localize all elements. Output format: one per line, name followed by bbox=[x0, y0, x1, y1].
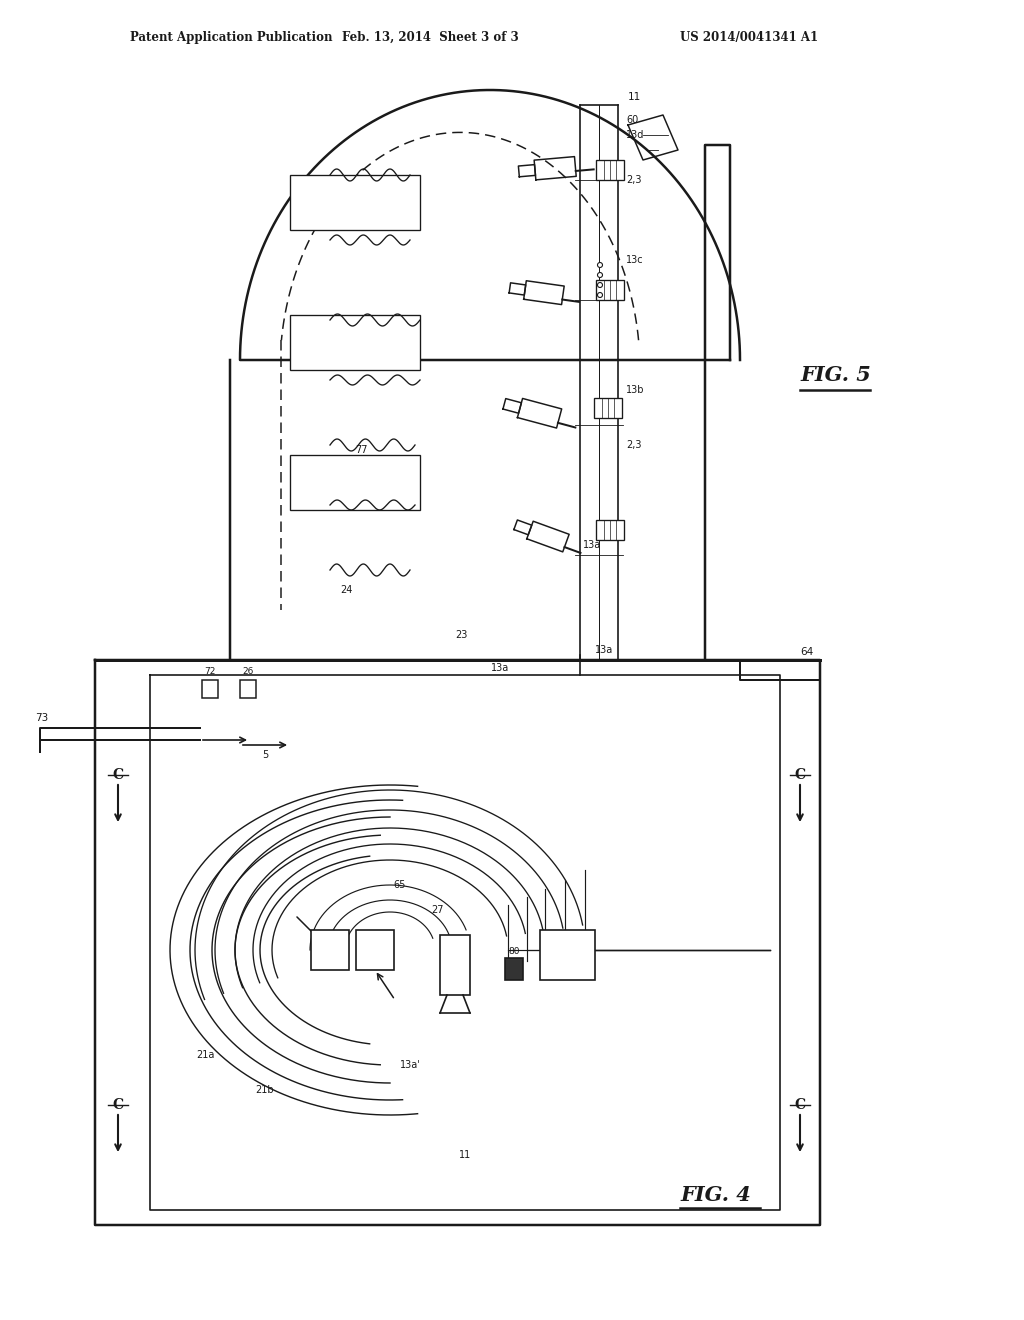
Text: 24: 24 bbox=[369, 945, 382, 954]
Text: 27: 27 bbox=[432, 906, 444, 915]
Text: 5: 5 bbox=[262, 750, 268, 760]
Text: 21b: 21b bbox=[256, 1085, 274, 1096]
Text: Patent Application Publication: Patent Application Publication bbox=[130, 30, 333, 44]
Bar bbox=[505, 958, 523, 979]
Text: 76: 76 bbox=[360, 205, 373, 215]
Text: US 2014/0041341 A1: US 2014/0041341 A1 bbox=[680, 30, 818, 44]
Text: 23: 23 bbox=[455, 630, 467, 640]
Bar bbox=[596, 280, 624, 300]
Text: Feb. 13, 2014  Sheet 3 of 3: Feb. 13, 2014 Sheet 3 of 3 bbox=[342, 30, 518, 44]
Bar bbox=[596, 520, 624, 540]
Text: C: C bbox=[795, 1098, 806, 1111]
Bar bbox=[440, 935, 470, 995]
Bar bbox=[290, 455, 420, 510]
Text: 2,3: 2,3 bbox=[626, 176, 641, 185]
Text: 21a: 21a bbox=[196, 1049, 214, 1060]
Bar bbox=[202, 680, 218, 698]
Circle shape bbox=[597, 272, 602, 277]
Bar bbox=[290, 315, 420, 370]
Text: 80: 80 bbox=[508, 948, 520, 957]
Text: 73: 73 bbox=[35, 713, 48, 723]
Text: 60: 60 bbox=[626, 115, 638, 125]
Bar bbox=[594, 399, 622, 418]
Text: 11: 11 bbox=[628, 92, 641, 102]
Text: FIG. 4: FIG. 4 bbox=[680, 1185, 751, 1205]
Text: 2,3: 2,3 bbox=[626, 440, 641, 450]
Text: 26: 26 bbox=[243, 668, 254, 676]
Circle shape bbox=[597, 263, 602, 268]
Text: 75: 75 bbox=[355, 325, 368, 335]
Bar bbox=[596, 160, 624, 180]
Bar bbox=[540, 931, 595, 979]
Text: 64: 64 bbox=[800, 647, 813, 657]
Bar bbox=[311, 931, 349, 970]
Text: FIG. 5: FIG. 5 bbox=[800, 366, 870, 385]
Text: 11: 11 bbox=[459, 1150, 471, 1160]
Text: 13a': 13a' bbox=[399, 1060, 421, 1071]
Text: 2,3: 2,3 bbox=[559, 950, 574, 960]
Bar bbox=[356, 931, 394, 970]
Text: 13d: 13d bbox=[626, 129, 644, 140]
Text: 13a: 13a bbox=[583, 540, 601, 550]
Circle shape bbox=[597, 293, 602, 297]
Text: 13b: 13b bbox=[626, 385, 644, 395]
Text: 72: 72 bbox=[205, 668, 216, 676]
Text: C: C bbox=[113, 1098, 124, 1111]
Text: C: C bbox=[113, 768, 124, 781]
Text: C: C bbox=[795, 768, 806, 781]
Text: 13a: 13a bbox=[490, 663, 509, 673]
Bar bbox=[240, 680, 256, 698]
Text: 13c: 13c bbox=[626, 255, 644, 265]
Circle shape bbox=[597, 282, 602, 288]
Text: 13a: 13a bbox=[595, 645, 613, 655]
Text: 77: 77 bbox=[355, 445, 368, 455]
Bar bbox=[290, 176, 420, 230]
Text: 23: 23 bbox=[324, 945, 337, 954]
Text: 24: 24 bbox=[340, 585, 352, 595]
Text: 65: 65 bbox=[394, 880, 407, 890]
